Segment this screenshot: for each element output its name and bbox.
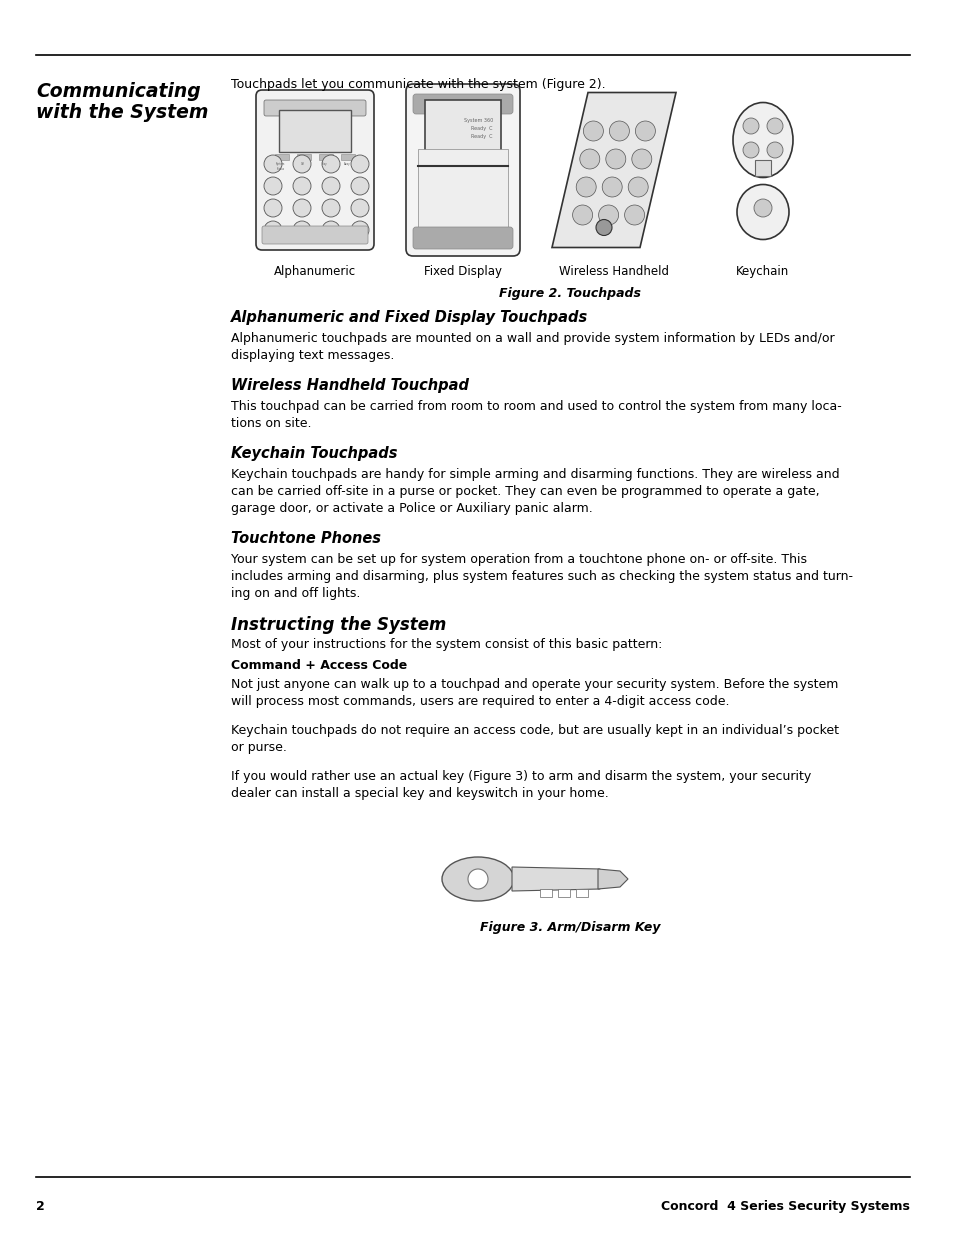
Text: ing on and off lights.: ing on and off lights. bbox=[231, 587, 360, 600]
Text: with the System: with the System bbox=[36, 103, 208, 122]
Text: Away: Away bbox=[343, 162, 350, 165]
Text: Most of your instructions for the system consist of this basic pattern:: Most of your instructions for the system… bbox=[231, 638, 661, 651]
Text: garage door, or activate a Police or Auxiliary panic alarm.: garage door, or activate a Police or Aux… bbox=[231, 501, 592, 515]
Text: Your system can be set up for system operation from a touchtone phone on- or off: Your system can be set up for system ope… bbox=[231, 553, 806, 566]
Text: Off: Off bbox=[301, 162, 305, 165]
FancyBboxPatch shape bbox=[262, 226, 368, 245]
Bar bbox=[539, 889, 552, 897]
Circle shape bbox=[264, 199, 282, 217]
Circle shape bbox=[631, 149, 651, 169]
Text: Ready  C: Ready C bbox=[471, 135, 493, 140]
Ellipse shape bbox=[732, 103, 792, 178]
Circle shape bbox=[583, 121, 602, 141]
Circle shape bbox=[624, 205, 644, 225]
Text: System 360: System 360 bbox=[463, 119, 493, 124]
Bar bbox=[278, 110, 351, 152]
Text: System
Status: System Status bbox=[276, 162, 285, 170]
Circle shape bbox=[322, 177, 339, 195]
Circle shape bbox=[264, 177, 282, 195]
Bar bbox=[754, 161, 770, 177]
Circle shape bbox=[609, 121, 629, 141]
Text: dealer can install a special key and keyswitch in your home.: dealer can install a special key and key… bbox=[231, 787, 608, 800]
Circle shape bbox=[322, 221, 339, 240]
Circle shape bbox=[351, 156, 369, 173]
Circle shape bbox=[293, 177, 311, 195]
Text: Figure 3. Arm/Disarm Key: Figure 3. Arm/Disarm Key bbox=[479, 921, 660, 934]
Text: Fixed Display: Fixed Display bbox=[423, 266, 501, 278]
Bar bbox=[424, 100, 500, 165]
Circle shape bbox=[596, 220, 612, 236]
Text: Communicating: Communicating bbox=[36, 82, 200, 101]
Circle shape bbox=[351, 177, 369, 195]
Circle shape bbox=[579, 149, 599, 169]
Text: displaying text messages.: displaying text messages. bbox=[231, 350, 394, 362]
Text: Stay: Stay bbox=[322, 162, 328, 165]
Text: Concord  4 Series Security Systems: Concord 4 Series Security Systems bbox=[660, 1200, 909, 1213]
Text: Wireless Handheld Touchpad: Wireless Handheld Touchpad bbox=[231, 378, 469, 393]
Text: Wireless Handheld: Wireless Handheld bbox=[558, 266, 668, 278]
Text: Ready  C: Ready C bbox=[471, 126, 493, 131]
FancyBboxPatch shape bbox=[413, 94, 513, 114]
Circle shape bbox=[322, 199, 339, 217]
Text: Alphanumeric and Fixed Display Touchpads: Alphanumeric and Fixed Display Touchpads bbox=[231, 310, 588, 325]
Circle shape bbox=[351, 199, 369, 217]
Circle shape bbox=[293, 199, 311, 217]
Circle shape bbox=[742, 142, 759, 158]
Polygon shape bbox=[598, 869, 627, 889]
Circle shape bbox=[468, 869, 488, 889]
Polygon shape bbox=[512, 867, 599, 890]
Circle shape bbox=[351, 221, 369, 240]
Text: 2: 2 bbox=[36, 1200, 45, 1213]
Text: tions on site.: tions on site. bbox=[231, 417, 312, 430]
Text: includes arming and disarming, plus system features such as checking the system : includes arming and disarming, plus syst… bbox=[231, 571, 852, 583]
Circle shape bbox=[322, 156, 339, 173]
Text: Alphanumeric touchpads are mounted on a wall and provide system information by L: Alphanumeric touchpads are mounted on a … bbox=[231, 332, 834, 345]
Text: This touchpad can be carried from room to room and used to control the system fr: This touchpad can be carried from room t… bbox=[231, 400, 841, 412]
Circle shape bbox=[601, 177, 621, 198]
Text: Instructing the System: Instructing the System bbox=[231, 616, 446, 634]
Circle shape bbox=[264, 221, 282, 240]
Bar bbox=[274, 154, 289, 161]
Circle shape bbox=[766, 142, 782, 158]
FancyBboxPatch shape bbox=[255, 90, 374, 249]
Circle shape bbox=[598, 205, 618, 225]
Text: Alphanumeric: Alphanumeric bbox=[274, 266, 355, 278]
Ellipse shape bbox=[737, 184, 788, 240]
Text: Keychain: Keychain bbox=[736, 266, 789, 278]
Text: Keychain touchpads are handy for simple arming and disarming functions. They are: Keychain touchpads are handy for simple … bbox=[231, 468, 839, 480]
Bar bbox=[558, 889, 569, 897]
Circle shape bbox=[635, 121, 655, 141]
Circle shape bbox=[264, 156, 282, 173]
Text: will process most commands, users are required to enter a 4-digit access code.: will process most commands, users are re… bbox=[231, 695, 729, 708]
Text: Command + Access Code: Command + Access Code bbox=[231, 659, 407, 672]
Bar bbox=[340, 154, 355, 161]
Bar bbox=[576, 889, 587, 897]
Text: Figure 2. Touchpads: Figure 2. Touchpads bbox=[499, 287, 640, 300]
Circle shape bbox=[572, 205, 592, 225]
FancyBboxPatch shape bbox=[406, 84, 519, 256]
Circle shape bbox=[605, 149, 625, 169]
Circle shape bbox=[576, 177, 596, 198]
Circle shape bbox=[742, 119, 759, 135]
Text: Not just anyone can walk up to a touchpad and operate your security system. Befo: Not just anyone can walk up to a touchpa… bbox=[231, 678, 838, 692]
Bar bbox=[318, 154, 333, 161]
Bar bbox=[296, 154, 311, 161]
Text: Touchtone Phones: Touchtone Phones bbox=[231, 531, 380, 546]
Polygon shape bbox=[552, 93, 676, 247]
FancyBboxPatch shape bbox=[413, 227, 513, 249]
Ellipse shape bbox=[441, 857, 514, 902]
Text: Touchpads let you communicate with the system (Figure 2).: Touchpads let you communicate with the s… bbox=[231, 78, 605, 91]
Text: or purse.: or purse. bbox=[231, 741, 287, 755]
Circle shape bbox=[293, 156, 311, 173]
Circle shape bbox=[293, 221, 311, 240]
Text: If you would rather use an actual key (Figure 3) to arm and disarm the system, y: If you would rather use an actual key (F… bbox=[231, 769, 810, 783]
Bar bbox=[417, 149, 507, 228]
Circle shape bbox=[766, 119, 782, 135]
Circle shape bbox=[753, 199, 771, 217]
FancyBboxPatch shape bbox=[264, 100, 366, 116]
Text: Keychain touchpads do not require an access code, but are usually kept in an ind: Keychain touchpads do not require an acc… bbox=[231, 724, 838, 737]
Text: Keychain Touchpads: Keychain Touchpads bbox=[231, 446, 397, 461]
Text: can be carried off-site in a purse or pocket. They can even be programmed to ope: can be carried off-site in a purse or po… bbox=[231, 485, 819, 498]
Circle shape bbox=[627, 177, 647, 198]
